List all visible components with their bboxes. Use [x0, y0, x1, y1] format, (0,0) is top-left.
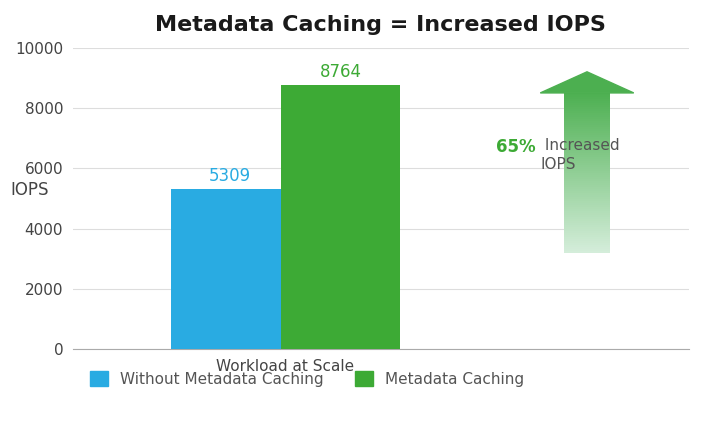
Polygon shape	[540, 72, 634, 93]
Title: Metadata Caching = Increased IOPS: Metadata Caching = Increased IOPS	[156, 15, 606, 35]
Text: 8764: 8764	[320, 63, 362, 81]
Bar	[281, 85, 400, 349]
Y-axis label: IOPS: IOPS	[11, 180, 49, 198]
Text: Increased
IOPS: Increased IOPS	[540, 138, 620, 172]
Legend: Without Metadata Caching, Metadata Caching: Without Metadata Caching, Metadata Cachi…	[84, 365, 530, 393]
Text: 5309: 5309	[209, 167, 251, 185]
Bar	[170, 189, 289, 349]
Text: 65%: 65%	[496, 138, 536, 156]
